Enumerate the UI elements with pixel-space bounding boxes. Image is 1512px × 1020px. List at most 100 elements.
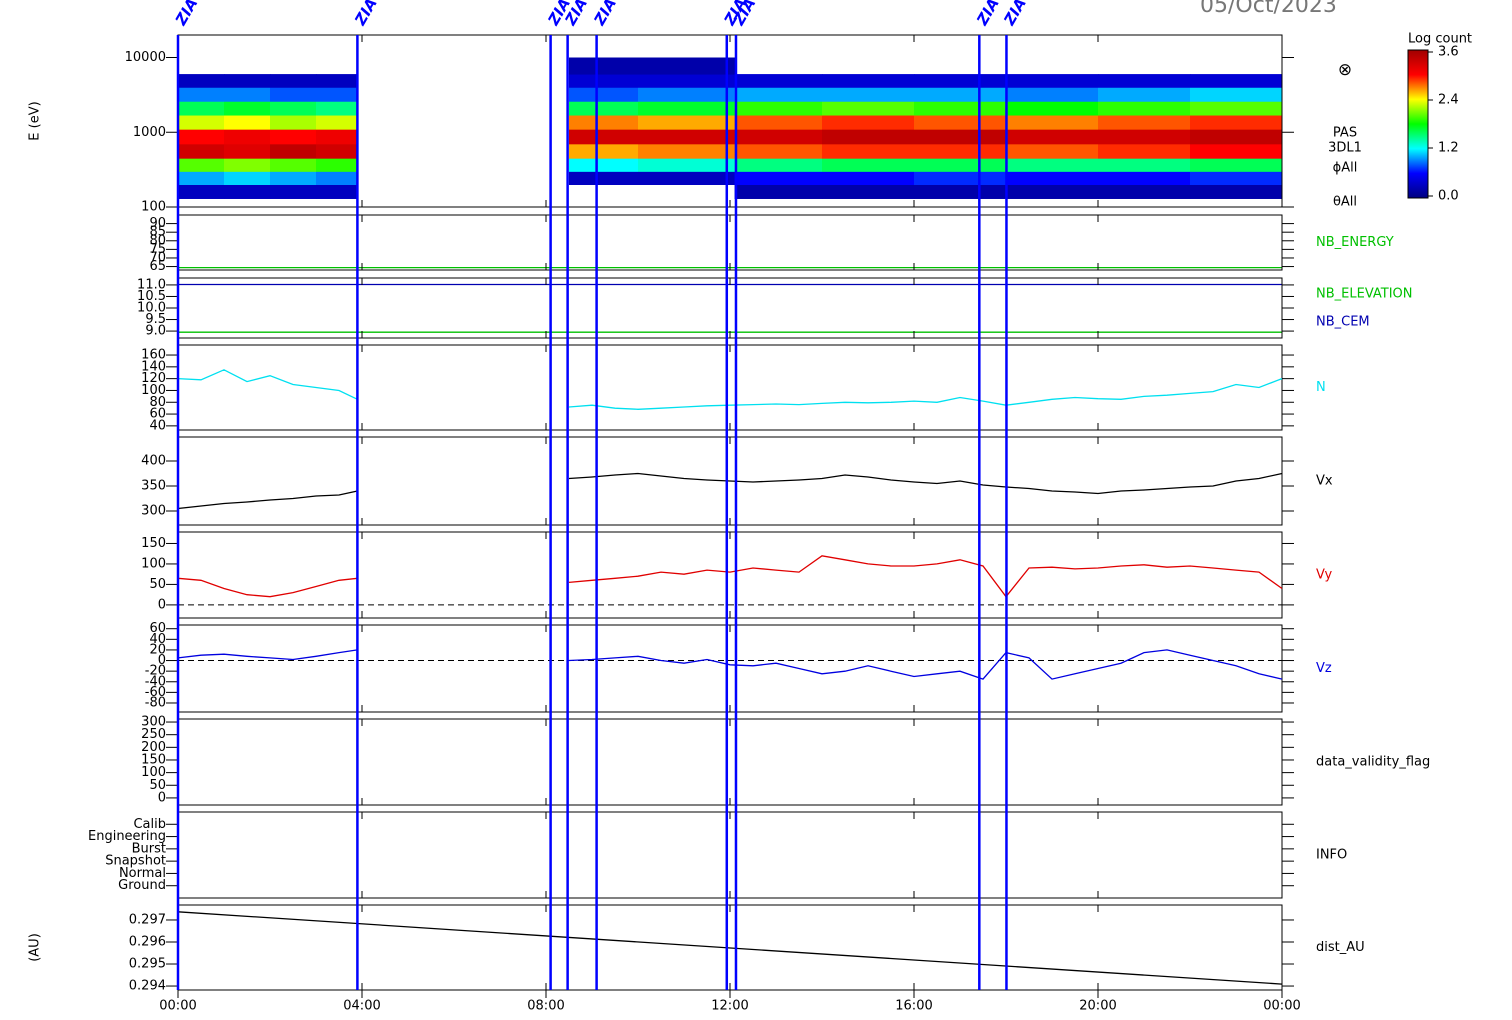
spectrogram-cell [316, 74, 358, 88]
spectrogram-cell [569, 74, 639, 88]
y-tick-label: 100 [141, 200, 166, 215]
y-tick-label: 10.5 [137, 289, 166, 304]
side-label: ⊗ [1338, 60, 1352, 80]
series-line [177, 911, 1283, 985]
y-tick-label: 350 [141, 479, 166, 494]
spectrogram-cell [1190, 101, 1283, 116]
spectrogram-cell [914, 74, 1007, 88]
spectrogram-cell [569, 158, 639, 172]
spectrogram-cell [178, 143, 225, 159]
series-label: Vz [1316, 661, 1332, 676]
spectrogram-cell [224, 74, 271, 88]
series-label: NB_ELEVATION [1316, 287, 1413, 302]
x-tick-label: 00:00 [159, 999, 196, 1014]
colorbar [1407, 49, 1429, 199]
spectrogram-cell [270, 87, 317, 102]
spectrogram-cell [270, 101, 317, 116]
y-tick-label: -60 [145, 685, 166, 700]
category-label: Engineering [88, 829, 166, 844]
side-label: ϕAll [1333, 161, 1358, 176]
colorbar-tick-label: 1.2 [1438, 141, 1459, 156]
spectrogram-cell [1098, 143, 1191, 159]
series-label: NB_CEM [1316, 315, 1370, 330]
series-line [177, 472, 1283, 510]
y-tick-label: -40 [145, 674, 166, 689]
category-label: Ground [118, 878, 166, 893]
spectrogram-cell [316, 115, 358, 130]
spectrogram-cell [822, 115, 915, 130]
y-tick-label: 250 [141, 727, 166, 742]
y-tick-label: 60 [149, 407, 166, 422]
spectrogram-cell [1098, 101, 1191, 116]
spectrogram-cell [178, 87, 225, 102]
category-label: Normal [119, 866, 166, 881]
colorbar-tick-label: 2.4 [1438, 93, 1459, 108]
y-axis-label: (AU) [28, 933, 43, 962]
y-tick-label: 20 [149, 642, 166, 657]
x-tick-label: 08:00 [527, 999, 564, 1014]
spectrogram-cell [178, 129, 225, 145]
panel-label: INFO [1316, 848, 1347, 863]
spectrogram-cell [270, 115, 317, 130]
y-tick-label: 40 [149, 418, 166, 433]
y-tick-label: 9.5 [145, 312, 166, 327]
spectrogram-cell [914, 158, 1007, 172]
y-tick-label: 140 [141, 359, 166, 374]
spectrogram-cell [638, 74, 736, 88]
y-tick-label: -20 [145, 664, 166, 679]
spectrogram-cell [1006, 87, 1099, 102]
category-label: Calib [133, 817, 166, 832]
date: 05/Oct/2023 [1200, 0, 1337, 18]
y-tick-label: 150 [141, 536, 166, 551]
spectrogram-cell [734, 143, 823, 159]
spectrogram-cell [822, 129, 915, 145]
y-tick-label: 100 [141, 765, 166, 780]
y-tick-label: 50 [149, 577, 166, 592]
colorbar-tick-label: 3.6 [1438, 45, 1459, 60]
spectrogram-cell [1190, 87, 1283, 102]
spectrogram-cell [178, 171, 225, 185]
side-label: PAS [1333, 126, 1357, 141]
y-tick-label: 0.296 [129, 934, 166, 949]
spectrogram-cell [316, 101, 358, 116]
spectrogram-cell [638, 143, 736, 159]
spectrogram-cell [734, 129, 823, 145]
y-tick-label: 0.297 [129, 912, 166, 927]
series-line [177, 649, 1283, 680]
y-tick-label: 300 [141, 715, 166, 730]
series-label: Vx [1316, 474, 1333, 489]
spectrogram-cell [638, 129, 736, 145]
y-tick-label: 160 [141, 348, 166, 363]
spectrogram-cell [224, 171, 271, 185]
spectrogram-cell [638, 158, 736, 172]
series-line [177, 555, 1283, 598]
spectrogram-cell [1190, 143, 1283, 159]
y-tick-label: 85 [149, 225, 166, 240]
spectrogram-cell [914, 87, 1007, 102]
spectrogram-cell [1006, 129, 1099, 145]
side-label: 3DL1 [1328, 141, 1362, 156]
spectrogram-cell [1006, 115, 1099, 130]
spectrogram-cell [914, 184, 1007, 199]
series-label: dist_AU [1316, 940, 1365, 955]
spectrogram-cell [914, 143, 1007, 159]
spectrogram-cell [734, 74, 823, 88]
spectrogram-cell [1190, 171, 1283, 185]
spectrogram-cell [316, 158, 358, 172]
colorbar-title: Log count [1408, 32, 1472, 47]
spectrogram-cell [569, 57, 639, 75]
spectrogram-cell [178, 74, 225, 88]
spectrogram-cell [638, 101, 736, 116]
colorbar-tick-label: 0.0 [1438, 189, 1459, 204]
spectrogram-cell [270, 184, 317, 199]
spectrogram-cell [822, 74, 915, 88]
y-tick-label: 70 [149, 250, 166, 265]
y-tick-label: 100 [141, 383, 166, 398]
x-tick-label: 16:00 [895, 999, 932, 1014]
y-tick-label: 75 [149, 242, 166, 257]
spectrogram-cell [734, 158, 823, 172]
spectrogram-cell [638, 87, 736, 102]
y-tick-label: 9.0 [145, 324, 166, 339]
spectrogram-cell [178, 101, 225, 116]
